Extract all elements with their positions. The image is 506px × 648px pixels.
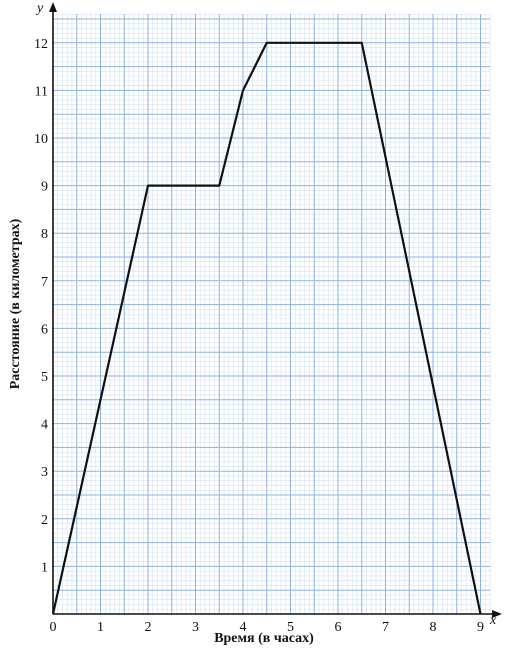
x-tick-label: 5 [287, 620, 294, 635]
x-axis-letter: x [489, 613, 497, 628]
y-tick-label: 4 [41, 418, 48, 433]
y-tick-label: 11 [35, 84, 48, 99]
y-axis-arrow [49, 2, 57, 12]
y-axis-letter: y [35, 1, 44, 16]
y-axis-label: Расстояние (в километрах) [8, 218, 23, 389]
x-tick-label: 8 [430, 620, 437, 635]
y-tick-label: 12 [34, 37, 48, 52]
x-axis-arrow [492, 610, 502, 618]
y-tick-label: 10 [34, 132, 48, 147]
y-tick-label: 7 [41, 275, 48, 290]
x-tick-label: 1 [97, 620, 104, 635]
x-tick-label: 3 [192, 620, 199, 635]
y-tick-label: 5 [41, 370, 48, 385]
grid-minor [53, 13, 491, 614]
axes [49, 2, 502, 618]
distance-line [51, 41, 482, 615]
x-tick-label: 2 [145, 620, 152, 635]
y-tick-label: 2 [41, 513, 48, 528]
x-tick-label: 4 [240, 620, 247, 635]
x-tick-label: 9 [477, 620, 484, 635]
x-tick-label: 7 [382, 620, 389, 635]
x-axis-label: Время (в часах) [214, 631, 314, 646]
y-tick-label: 9 [41, 180, 48, 195]
x-tick-label: 6 [335, 620, 342, 635]
x-tick-labels: 0 1 2 3 4 5 6 7 8 9 [50, 620, 485, 635]
x-tick-label: 0 [50, 620, 57, 635]
y-tick-label: 8 [41, 227, 48, 242]
y-tick-label: 6 [41, 322, 48, 337]
y-tick-label: 1 [41, 560, 48, 575]
y-tick-label: 3 [41, 465, 48, 480]
